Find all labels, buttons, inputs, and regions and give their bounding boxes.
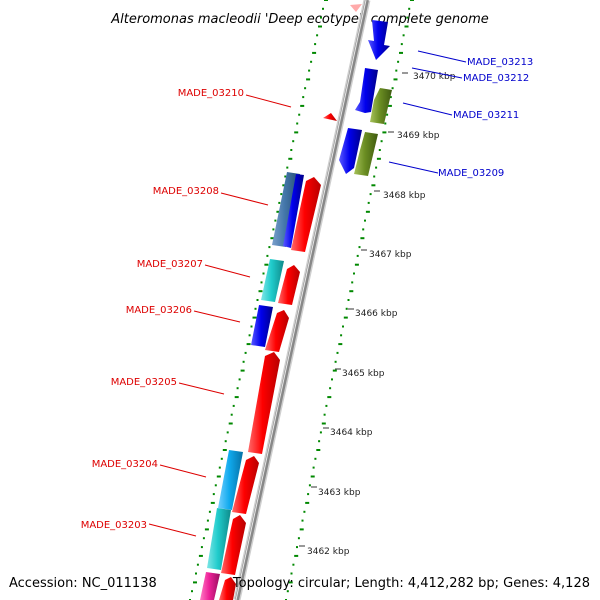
kbp-label-3468: 3468 kbp <box>383 191 426 201</box>
gene-label-made-03211[interactable]: MADE_03211 <box>453 110 519 121</box>
genome-backbone <box>233 0 371 600</box>
accession-text: Accession: NC_011138 <box>9 576 157 591</box>
kbp-label-3465: 3465 kbp <box>342 369 385 379</box>
kbp-label-3466: 3466 kbp <box>355 309 398 319</box>
gene-label-made-03206[interactable]: MADE_03206 <box>126 305 192 316</box>
kbp-label-3469: 3469 kbp <box>397 131 440 141</box>
gene-arrow-made-03206-blue[interactable] <box>251 305 273 347</box>
map-title: Alteromonas macleodii 'Deep ecotype', co… <box>110 12 488 27</box>
gene-arrow-made-03209-olive[interactable] <box>354 132 378 176</box>
gene-arrow-made-03213[interactable] <box>368 20 390 60</box>
gene-arrow-made-03210[interactable] <box>323 113 337 121</box>
gene-label-made-03212[interactable]: MADE_03212 <box>463 73 529 84</box>
gene-arrow-made-03208-red[interactable] <box>291 177 321 252</box>
kbp-label-3464: 3464 kbp <box>330 428 373 438</box>
gene-features <box>200 4 392 600</box>
gene-arrow-made-03208-blue[interactable] <box>283 174 304 248</box>
gene-arrow-made-03204-red[interactable] <box>232 456 259 514</box>
gene-arrow-made-03203-red[interactable] <box>221 515 246 575</box>
kbp-label-3463: 3463 kbp <box>318 488 361 498</box>
gene-arrow-made-03207-red[interactable] <box>278 265 300 305</box>
gene-arrow-made-03212-blue[interactable] <box>355 68 378 113</box>
gene-arrow-made-03207-cyan[interactable] <box>261 259 284 302</box>
kbp-label-3467: 3467 kbp <box>369 250 412 260</box>
gene-label-made-03203[interactable]: MADE_03203 <box>81 520 147 531</box>
gene-arrow-made-03205[interactable] <box>248 352 280 454</box>
gene-arrow-made-03212-olive[interactable] <box>370 88 392 124</box>
gene-label-made-03204[interactable]: MADE_03204 <box>92 459 158 470</box>
kbp-label-3470: 3470 kbp <box>413 72 456 82</box>
kbp-label-3462: 3462 kbp <box>307 547 350 557</box>
gene-label-made-03213[interactable]: MADE_03213 <box>467 57 533 68</box>
gene-label-made-03208[interactable]: MADE_03208 <box>153 186 219 197</box>
gene-arrow-made-03203-cyan[interactable] <box>207 508 231 570</box>
gene-arrow-bottom-magenta[interactable] <box>200 572 220 600</box>
gc-track-right <box>285 0 414 600</box>
gene-label-made-03210[interactable]: MADE_03210 <box>178 88 244 99</box>
kbp-scale: 3470 kbp 3469 kbp 3468 kbp 3467 kbp 3466… <box>299 72 456 557</box>
gene-label-made-03209[interactable]: MADE_03209 <box>438 168 504 179</box>
gene-label-made-03205[interactable]: MADE_03205 <box>111 377 177 388</box>
label-connectors <box>148 50 467 537</box>
gene-arrow-bottom-red[interactable] <box>219 577 236 600</box>
gene-label-made-03207[interactable]: MADE_03207 <box>137 259 203 270</box>
gene-arrow-made-03209-blue[interactable] <box>339 128 362 174</box>
topology-text: Topology: circular; Length: 4,412,282 bp… <box>232 576 590 591</box>
gene-arrow-made-03204-skyblue[interactable] <box>218 450 243 510</box>
gene-labels-reverse: MADE_03213 MADE_03212 MADE_03211 MADE_03… <box>438 57 533 179</box>
gene-labels-forward: MADE_03210 MADE_03208 MADE_03207 MADE_03… <box>81 88 244 531</box>
gene-arrow-made-03206-red[interactable] <box>265 310 289 352</box>
gene-arrow-made-03211[interactable] <box>350 4 362 12</box>
